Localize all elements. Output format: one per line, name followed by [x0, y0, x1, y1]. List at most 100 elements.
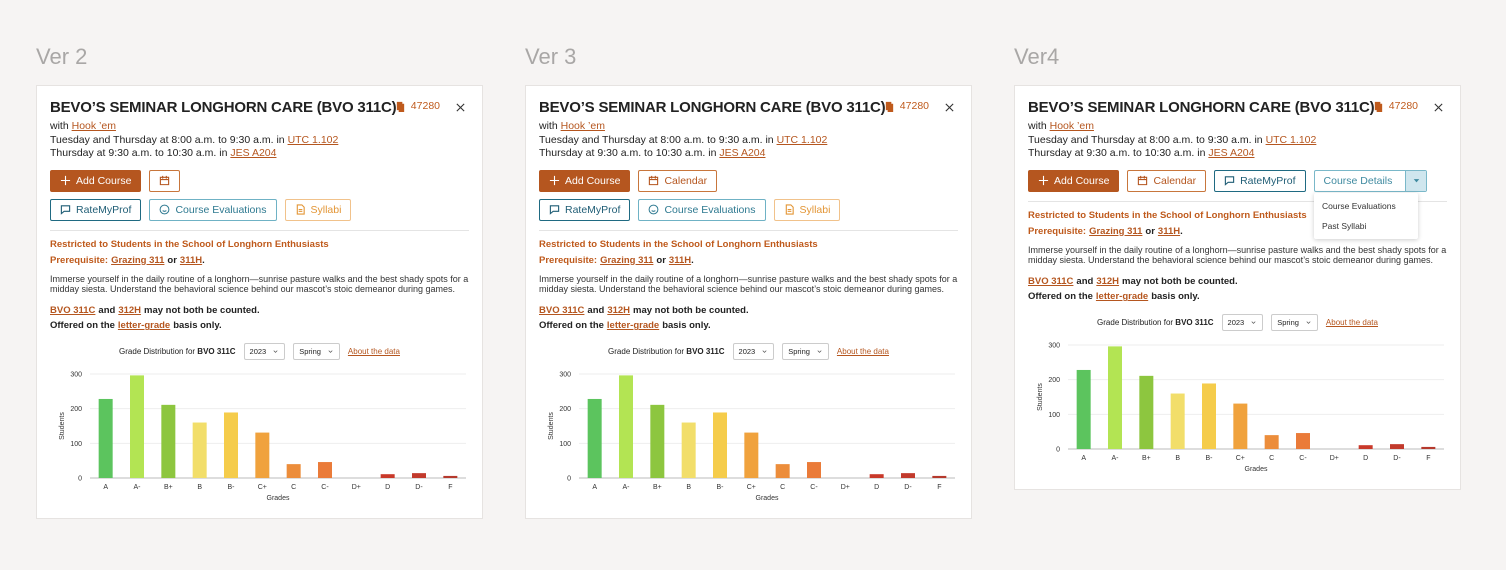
dropdown-toggle[interactable] [1405, 170, 1427, 191]
text: and [1076, 276, 1094, 288]
icon [817, 350, 822, 353]
button-label: Syllabi [310, 203, 342, 216]
link[interactable]: Grazing 311 [111, 254, 165, 266]
x-tick-label: D- [1393, 455, 1401, 462]
semester-select[interactable]: Spring [782, 343, 829, 361]
room-link[interactable]: JES A204 [230, 147, 277, 159]
bar [1390, 444, 1404, 450]
button-row: Add Course Calendar RateMyProf Course Detai… [1028, 169, 1447, 239]
unique-number[interactable]: 47280 [884, 100, 929, 112]
button[interactable]: Add Course [539, 169, 631, 192]
button[interactable]: Calendar [638, 169, 718, 192]
link[interactable]: letter-grade [117, 320, 171, 332]
button[interactable]: RateMyProf [1214, 169, 1306, 192]
link[interactable]: letter-grade [606, 320, 660, 332]
button[interactable]: Calendar [1127, 169, 1207, 192]
link[interactable]: BVO 311C [1028, 276, 1074, 288]
room-link[interactable]: JES A204 [1208, 147, 1255, 159]
year-select[interactable]: 2023 [732, 343, 775, 361]
x-tick-label: B [686, 484, 691, 491]
about-link[interactable]: About the data [1325, 318, 1378, 328]
close-button[interactable] [944, 100, 955, 118]
button[interactable] [149, 169, 181, 192]
text: with [539, 120, 558, 132]
room-link[interactable]: JES A204 [719, 147, 766, 159]
icon [1251, 321, 1256, 324]
room-link[interactable]: UTC 1.102 [1265, 133, 1317, 146]
link[interactable]: Grazing 311 [1089, 225, 1143, 237]
button[interactable]: Course Details [1313, 169, 1428, 192]
menu-item[interactable]: Course Evaluations [1322, 200, 1396, 211]
about-link[interactable]: About the data [347, 347, 400, 357]
button[interactable]: Syllabi [284, 198, 352, 221]
x-tick-label: C [1269, 455, 1274, 462]
year-select[interactable]: 2023 [1221, 314, 1264, 332]
button[interactable]: Course Evaluations [149, 198, 277, 221]
button-label: Calendar [664, 174, 708, 187]
button[interactable]: Syllabi [773, 198, 841, 221]
y-tick-label: 300 [70, 372, 82, 379]
icon-path [273, 350, 278, 353]
unique-number[interactable]: 47280 [395, 100, 440, 112]
text-line: Offered on the letter-grade basis only. [50, 318, 469, 333]
close-button[interactable] [1433, 100, 1444, 118]
link[interactable]: 312H [1096, 276, 1120, 288]
link[interactable]: 312H [118, 305, 142, 317]
text: Offered on the [50, 320, 115, 332]
text-line: Offered on the letter-grade basis only. [1028, 289, 1447, 304]
x-tick-label: B+ [1142, 455, 1151, 462]
text: Prerequisite: [50, 254, 109, 266]
notes: BVO 311C and 312H may not both be counted. O… [539, 303, 958, 333]
link[interactable]: 311H [179, 254, 203, 266]
description: Immerse yourself in the daily routine of… [539, 273, 958, 295]
x-tick-label: B+ [653, 484, 662, 491]
room-link[interactable]: UTC 1.102 [776, 133, 828, 146]
text-line: BVO 311C and 312H may not both be counted. [50, 303, 469, 318]
icon-path [1038, 175, 1049, 186]
link[interactable]: Grazing 311 [600, 254, 654, 266]
bar [98, 399, 113, 479]
instructor-link[interactable]: Hook ’em [71, 120, 116, 132]
room-link[interactable]: UTC 1.102 [287, 133, 339, 146]
bar [1264, 435, 1279, 450]
semester-select[interactable]: Spring [293, 343, 340, 361]
x-tick-label: C [780, 484, 785, 491]
icon-path [1434, 103, 1443, 112]
text-line: Prerequisite: Grazing 311 or 311H. [1028, 224, 1447, 239]
x-tick-label: B [1175, 455, 1180, 462]
button[interactable]: Add Course [50, 169, 142, 192]
close-button[interactable] [455, 100, 466, 118]
bar [932, 476, 947, 479]
button[interactable]: RateMyProf [539, 198, 631, 221]
text: Grade Distribution for [1097, 318, 1174, 328]
instructor-link[interactable]: Hook ’em [560, 120, 605, 132]
link[interactable]: letter-grade [1095, 291, 1149, 303]
text: basis only. [173, 320, 222, 332]
icon [762, 350, 767, 353]
button[interactable]: RateMyProf [50, 198, 142, 221]
unique-number[interactable]: 47280 [1373, 100, 1418, 112]
link[interactable]: 311H [668, 254, 692, 266]
x-tick-label: B [197, 484, 202, 491]
link[interactable]: 311H [1157, 225, 1181, 237]
link[interactable]: 312H [607, 305, 631, 317]
icon-path [649, 204, 659, 215]
text: Spring [788, 347, 810, 357]
instructor-link[interactable]: Hook ’em [1049, 120, 1094, 132]
year-select[interactable]: 2023 [243, 343, 286, 361]
x-tick-label: B- [1206, 455, 1214, 462]
semester-select[interactable]: Spring [1271, 314, 1318, 332]
x-tick-label: A- [623, 484, 631, 491]
link[interactable]: BVO 311C [539, 305, 585, 317]
course-panel: BEVO’S SEMINAR LONGHORN CARE (BVO 311C) 4… [1014, 85, 1461, 491]
button[interactable]: Add Course [1028, 169, 1120, 192]
link[interactable]: BVO 311C [50, 305, 96, 317]
about-link[interactable]: About the data [836, 347, 889, 357]
button[interactable]: Course Evaluations [638, 198, 766, 221]
description: Immerse yourself in the daily routine of… [50, 273, 469, 295]
icon [296, 204, 305, 215]
bar [443, 476, 458, 479]
text: Tuesday and Thursday at 8:00 a.m. to 9:3… [50, 133, 285, 146]
menu-item[interactable]: Past Syllabi [1322, 220, 1367, 231]
x-tick-label: C- [810, 484, 818, 491]
